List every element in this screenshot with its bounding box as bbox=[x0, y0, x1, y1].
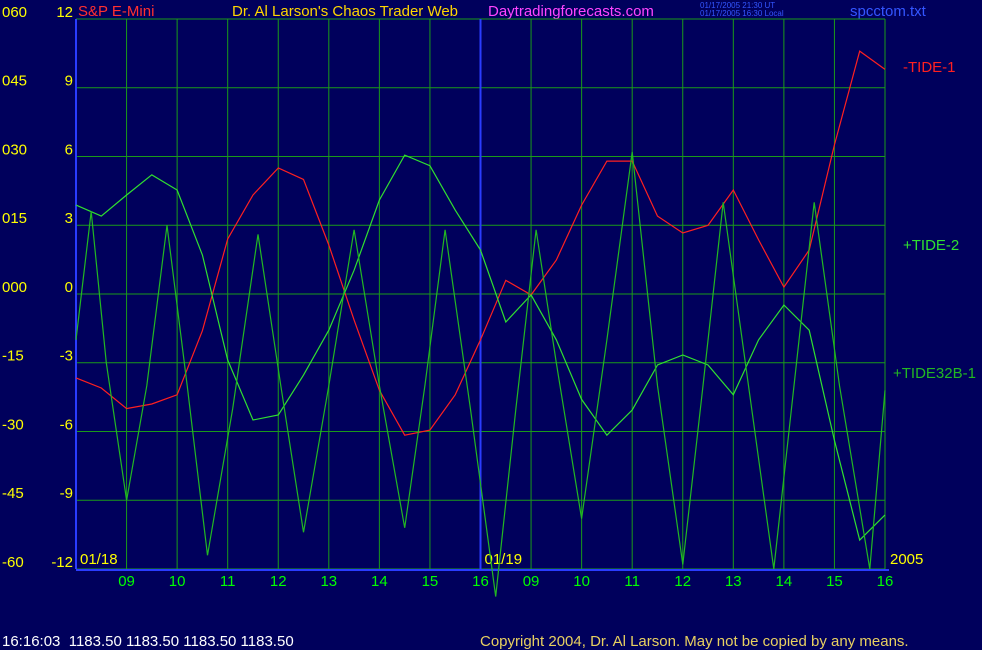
x-tick-label: 12 bbox=[674, 573, 691, 590]
y2-tick-label: -9 bbox=[60, 485, 73, 502]
y-tick-label: -60 bbox=[2, 554, 24, 571]
y-tick-label: -15 bbox=[2, 348, 24, 365]
x-tick-label: 16 bbox=[472, 573, 489, 590]
y2-tick-label: -6 bbox=[60, 416, 73, 433]
y2-tick-label: 3 bbox=[65, 210, 73, 227]
legend-label: +TIDE-2 bbox=[903, 237, 959, 254]
series-line bbox=[75, 154, 886, 542]
legend-label: -TIDE-1 bbox=[903, 59, 956, 76]
x-tick-label: 11 bbox=[624, 573, 640, 590]
copyright: Copyright 2004, Dr. Al Larson. May not b… bbox=[480, 633, 909, 650]
file-name: spcctom.txt bbox=[850, 3, 927, 20]
quote: 16:16:03 1183.50 1183.50 1183.50 1183.50 bbox=[2, 633, 294, 650]
x-tick-label: 13 bbox=[725, 573, 742, 590]
y2-tick-label: 0 bbox=[65, 279, 73, 296]
y-tick-label: 015 bbox=[2, 210, 27, 227]
y-tick-label: -45 bbox=[2, 485, 24, 502]
x-tick-label: 14 bbox=[776, 573, 793, 590]
time-local: 01/17/2005 16:30 Local bbox=[700, 9, 784, 18]
y-tick-label: -30 bbox=[2, 416, 24, 433]
y2-tick-label: 6 bbox=[65, 141, 73, 158]
x-tick-label: 14 bbox=[371, 573, 388, 590]
y-tick-label: 030 bbox=[2, 141, 27, 158]
y-tick-label: 000 bbox=[2, 279, 27, 296]
time-ut: 01/17/2005 21:30 UT bbox=[700, 1, 775, 10]
y-tick-label: 060 bbox=[2, 4, 27, 21]
y-tick-label: 045 bbox=[2, 73, 27, 90]
series-line bbox=[75, 151, 886, 597]
x-tick-label: 09 bbox=[523, 573, 540, 590]
instrument: S&P E-Mini bbox=[78, 3, 154, 20]
y2-tick-label: 9 bbox=[65, 73, 73, 90]
date-label: 01/19 bbox=[485, 551, 523, 568]
year-label: 2005 bbox=[890, 551, 923, 568]
date-label: 01/18 bbox=[80, 551, 118, 568]
x-tick-label: 11 bbox=[220, 573, 236, 590]
site-title: Dr. Al Larson's Chaos Trader Web bbox=[232, 3, 458, 20]
series-line bbox=[75, 50, 886, 436]
x-tick-label: 16 bbox=[877, 573, 894, 590]
x-tick-label: 15 bbox=[422, 573, 439, 590]
x-tick-label: 10 bbox=[573, 573, 590, 590]
x-tick-label: 13 bbox=[320, 573, 337, 590]
legend-label: +TIDE32B-1 bbox=[893, 365, 976, 382]
y2-tick-label: -3 bbox=[60, 348, 73, 365]
y2-tick-label: 12 bbox=[56, 4, 73, 21]
x-tick-label: 09 bbox=[118, 573, 135, 590]
x-tick-label: 12 bbox=[270, 573, 287, 590]
x-tick-label: 10 bbox=[169, 573, 186, 590]
y2-tick-label: -12 bbox=[51, 554, 73, 571]
site-url: Daytradingforecasts.com bbox=[488, 3, 654, 20]
x-tick-label: 15 bbox=[826, 573, 843, 590]
